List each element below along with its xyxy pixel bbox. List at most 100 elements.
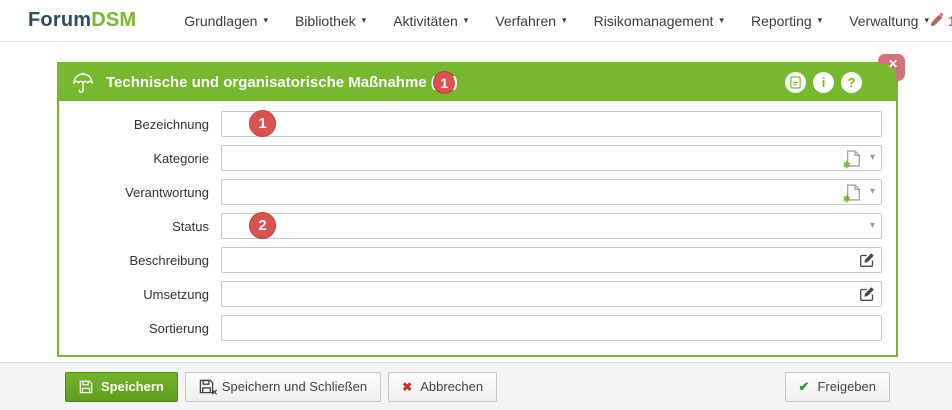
check-icon: ✔ xyxy=(798,379,810,394)
chevron-down-icon: ▾ xyxy=(263,15,268,25)
field-label-umsetzung: Umsetzung xyxy=(143,286,209,302)
release-button[interactable]: ✔ Freigeben xyxy=(784,371,890,402)
panel-header: Technische und organisatorische Maßnahme… xyxy=(59,64,896,101)
menu-label: Reporting xyxy=(750,12,812,29)
save-icon xyxy=(79,380,93,393)
menu-label: Grundlagen xyxy=(184,12,258,29)
panel-header-actions: i ? xyxy=(785,72,862,93)
top-navbar: ForumDSM Grundlagen ▾ Bibliothek ▾ Aktiv… xyxy=(0,0,952,42)
input-icons xyxy=(859,281,875,307)
cancel-button-label: Abbrechen xyxy=(420,379,484,394)
umsetzung-input[interactable] xyxy=(221,281,882,307)
form: Bezeichnung 1 Kategorie ✱ ▾ xyxy=(59,101,896,355)
bezeichnung-input[interactable] xyxy=(221,111,882,137)
field-label-verantwortung: Verantwortung xyxy=(125,184,209,200)
menu-item-bibliothek[interactable]: Bibliothek ▾ xyxy=(295,13,366,29)
menu-label: Verfahren xyxy=(495,12,557,29)
chevron-down-icon: ▾ xyxy=(719,15,724,25)
input-wrap: ▾ 2 xyxy=(221,212,882,239)
annotation-badge-2: 2 xyxy=(249,212,276,239)
menu-item-verfahren[interactable]: Verfahren ▾ xyxy=(495,13,566,29)
form-row-beschreibung: Beschreibung xyxy=(73,247,882,273)
save-and-close-button[interactable]: ✕ Speichern und Schließen xyxy=(184,371,382,402)
close-icon[interactable]: ✕ xyxy=(887,57,898,71)
chevron-down-icon: ▾ xyxy=(562,15,567,25)
logo-text-dsm: DSM xyxy=(91,9,137,31)
pdf-document-icon xyxy=(790,76,801,89)
main-content: ✕ Technische und organisatorische Maßnah… xyxy=(0,42,952,362)
annotation-badge-1: 1 xyxy=(249,110,276,137)
pdf-export-button[interactable] xyxy=(785,72,806,93)
beschreibung-input[interactable] xyxy=(221,247,882,273)
form-row-bezeichnung: Bezeichnung 1 xyxy=(73,110,882,137)
menu-item-aktivitaeten[interactable]: Aktivitäten ▾ xyxy=(393,13,468,29)
paren-close-char: ) xyxy=(452,74,458,91)
chevron-down-icon: ▾ xyxy=(361,15,367,25)
input-wrap xyxy=(221,247,882,273)
panel-title: Technische und organisatorische Maßnahme… xyxy=(106,71,458,94)
cancel-x-icon: ✖ xyxy=(402,379,413,394)
panel-title-text: Technische und organisatorische Maßnahme xyxy=(106,74,427,91)
field-label-kategorie: Kategorie xyxy=(153,150,209,166)
menu-item-grundlagen[interactable]: Grundlagen ▾ xyxy=(184,13,268,29)
sortierung-input[interactable] xyxy=(221,315,882,341)
menu-label: Risikomanagement xyxy=(593,12,714,29)
dropdown-caret-icon[interactable]: ▾ xyxy=(869,186,875,197)
input-wrap xyxy=(221,315,882,341)
dropdown-caret-icon[interactable]: ▾ xyxy=(869,220,875,231)
green-asterisk-icon: ✱ xyxy=(842,159,851,170)
toms-dialog-panel: ✕ Technische und organisatorische Maßnah… xyxy=(57,54,905,357)
kategorie-input[interactable] xyxy=(221,145,882,171)
verantwortung-input[interactable] xyxy=(221,179,882,205)
small-x-icon: ✕ xyxy=(211,388,218,397)
form-row-umsetzung: Umsetzung xyxy=(73,281,882,307)
action-bar: Speichern ✕ Speichern und Schließen ✖ Ab… xyxy=(0,362,952,410)
menu-label: Bibliothek xyxy=(294,12,356,29)
input-wrap xyxy=(221,281,882,307)
chevron-down-icon: ▾ xyxy=(817,15,823,25)
field-label-status: Status xyxy=(172,218,209,234)
status-select[interactable] xyxy=(221,213,882,239)
help-icon: ? xyxy=(847,75,856,90)
menu-item-risikomanagement[interactable]: Risikomanagement ▾ xyxy=(594,13,724,29)
field-label-sortierung: Sortierung xyxy=(149,320,209,336)
input-wrap: ✱ ▾ xyxy=(221,179,882,205)
field-label-beschreibung: Beschreibung xyxy=(129,252,210,268)
draft-edits-indicator[interactable]: 1 xyxy=(929,13,952,29)
edit-text-icon[interactable] xyxy=(859,252,875,268)
input-wrap: ✱ ▾ xyxy=(221,145,882,171)
field-label-bezeichnung: Bezeichnung xyxy=(133,116,209,132)
dropdown-caret-icon[interactable]: ▾ xyxy=(869,152,875,163)
input-icons: ✱ ▾ xyxy=(842,179,875,205)
help-button[interactable]: ? xyxy=(841,72,862,93)
save-close-icon: ✕ xyxy=(199,379,218,397)
info-button[interactable]: i xyxy=(813,72,834,93)
menu-label: Aktivitäten xyxy=(393,12,458,29)
form-row-status: Status ▾ 2 xyxy=(73,212,882,239)
save-close-button-label: Speichern und Schließen xyxy=(221,379,368,394)
add-new-entry-icon[interactable]: ✱ xyxy=(842,183,861,204)
input-icons: ✱ ▾ xyxy=(842,145,875,171)
app-logo[interactable]: ForumDSM xyxy=(28,9,136,32)
menu-label: Verwaltung xyxy=(849,12,919,29)
form-row-sortierung: Sortierung xyxy=(73,315,882,341)
info-icon: i xyxy=(821,75,826,90)
draft-edits-count: 1 xyxy=(948,12,952,29)
pencil-icon xyxy=(930,13,944,27)
cancel-button[interactable]: ✖ Abbrechen xyxy=(388,371,498,402)
input-wrap: 1 xyxy=(221,110,882,137)
menu-item-verwaltung[interactable]: Verwaltung ▾ xyxy=(849,13,929,29)
add-new-entry-icon[interactable]: ✱ xyxy=(842,149,861,170)
input-icons xyxy=(859,247,875,273)
save-button-label: Speichern xyxy=(101,379,164,394)
chevron-down-icon: ▾ xyxy=(924,15,929,25)
input-icons: ▾ xyxy=(870,213,875,239)
chevron-down-icon: ▾ xyxy=(463,15,469,25)
edit-text-icon[interactable] xyxy=(859,286,875,302)
menu-item-reporting[interactable]: Reporting ▾ xyxy=(751,13,822,29)
navbar-right: 1 forum (ADMINISTRATOR) ▾ xyxy=(929,13,952,29)
save-button[interactable]: Speichern xyxy=(65,371,178,402)
annotation-badge-1: 1 xyxy=(432,71,456,94)
green-asterisk-icon: ✱ xyxy=(842,193,851,204)
logo-text-forum: Forum xyxy=(28,9,92,31)
